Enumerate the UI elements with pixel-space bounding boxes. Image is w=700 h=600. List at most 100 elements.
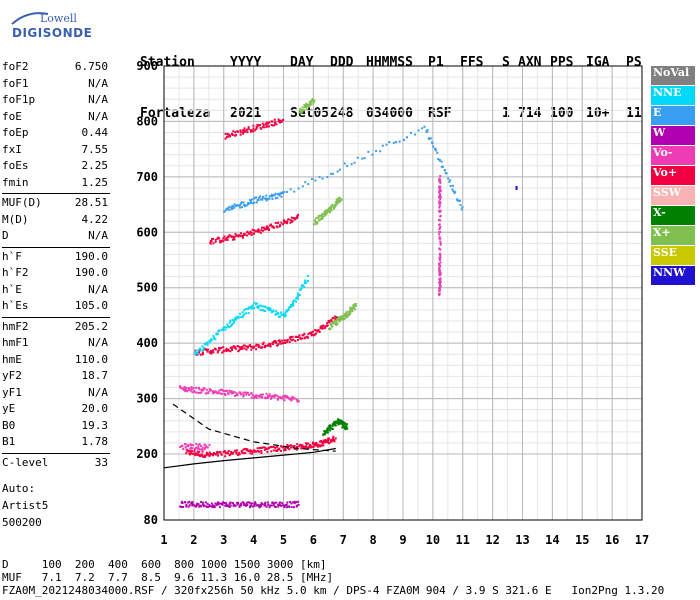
trace-mark xyxy=(207,390,210,393)
trace-mark xyxy=(327,440,330,443)
trace-mark xyxy=(252,397,255,400)
trace-mark xyxy=(409,131,412,134)
trace-mark xyxy=(375,150,378,153)
trace-mark xyxy=(194,505,197,508)
trace-mark xyxy=(277,448,280,451)
param-row: B1 1.78 xyxy=(2,435,108,451)
trace-mark xyxy=(208,341,211,344)
trace-mark xyxy=(224,132,227,135)
trace-mark xyxy=(311,330,314,333)
trace-mark xyxy=(454,191,457,194)
trace-mark xyxy=(276,193,279,196)
param-value: N/A xyxy=(88,93,108,106)
trace-mark xyxy=(195,353,198,356)
trace-mark xyxy=(291,397,294,400)
trace-mark xyxy=(237,130,240,133)
trace-mark xyxy=(241,345,244,348)
trace-mark xyxy=(262,226,265,229)
trace-mark xyxy=(217,392,220,395)
header-value-10: 10+ xyxy=(586,106,610,121)
trace-mark xyxy=(303,106,306,109)
trace-mark xyxy=(196,502,199,505)
trace-mark xyxy=(298,108,301,111)
trace-mark xyxy=(242,344,245,347)
trace-mark xyxy=(284,339,287,342)
trace-mark xyxy=(294,217,297,220)
trace-mark xyxy=(325,324,328,327)
trace-mark xyxy=(255,344,258,347)
trace-mark xyxy=(193,450,196,453)
trace-mark xyxy=(224,452,227,455)
param-row: C-level 33 xyxy=(2,456,108,472)
trace-mark xyxy=(278,504,281,507)
param-key: D xyxy=(2,229,9,242)
trace-mark xyxy=(309,443,312,446)
trace-mark xyxy=(320,439,323,442)
trace-mark xyxy=(230,236,233,239)
trace-mark xyxy=(310,103,313,106)
trace-mark xyxy=(261,122,264,125)
trace-mark xyxy=(274,449,277,452)
trace-mark xyxy=(231,132,234,135)
y-tick-label: 500 xyxy=(136,281,158,295)
trace-mark xyxy=(352,306,355,309)
trace-mark xyxy=(264,305,267,308)
x-tick-label: 3 xyxy=(220,533,227,547)
trace-mark xyxy=(291,219,294,222)
trace-mark xyxy=(197,443,200,446)
trace-mark xyxy=(451,184,454,187)
trace-mark xyxy=(353,161,356,164)
trace-mark xyxy=(218,329,221,332)
trace-mark xyxy=(257,306,260,309)
trace-mark xyxy=(229,346,232,349)
trace-mark xyxy=(287,218,290,221)
trace-mark xyxy=(217,236,220,239)
trace-mark xyxy=(310,331,313,334)
trace-mark xyxy=(321,441,324,444)
trace-mark xyxy=(195,446,198,449)
trace-mark xyxy=(223,349,226,352)
trace-mark xyxy=(251,345,254,348)
param-value: 33 xyxy=(94,455,108,469)
param-row: M(D) 4.22 xyxy=(2,213,108,229)
trace-mark xyxy=(290,339,293,342)
trace-mark xyxy=(278,192,281,195)
trace-mark xyxy=(346,310,349,313)
trace-mark xyxy=(388,141,391,144)
trace-mark xyxy=(273,124,276,127)
trace-mark xyxy=(243,127,246,130)
trace-mark xyxy=(302,445,305,448)
trace-mark xyxy=(346,427,349,430)
trace-mark xyxy=(284,394,287,397)
trace-mark xyxy=(190,449,193,452)
trace-mark xyxy=(333,319,336,322)
trace-mark xyxy=(268,224,271,227)
x-tick-label: 7 xyxy=(340,533,347,547)
trace-mark xyxy=(439,209,442,212)
trace-mark xyxy=(438,262,441,265)
param-value: 2.25 xyxy=(81,159,109,172)
trace-mark xyxy=(234,318,237,321)
trace-mark xyxy=(452,190,455,193)
trace-mark xyxy=(190,388,193,391)
trace-mark xyxy=(284,396,287,399)
trace-mark xyxy=(219,451,222,454)
trace-mark xyxy=(269,345,272,348)
trace-mark xyxy=(259,505,262,508)
trace-mark xyxy=(199,445,202,448)
trace-mark xyxy=(233,503,236,506)
trace-mark xyxy=(270,395,273,398)
trace-mark xyxy=(281,192,284,195)
trace-mark xyxy=(222,327,225,330)
trace-mark xyxy=(267,396,270,399)
trace-mark xyxy=(262,126,265,129)
trace-mark xyxy=(261,197,264,200)
trace-mark xyxy=(221,388,224,391)
trace-mark xyxy=(254,395,257,398)
trace-mark xyxy=(264,345,267,348)
trace-mark xyxy=(325,212,328,215)
trace-mark xyxy=(261,342,264,345)
trace-mark xyxy=(246,131,249,134)
trace-mark xyxy=(283,399,286,402)
trace-mark xyxy=(206,502,209,505)
